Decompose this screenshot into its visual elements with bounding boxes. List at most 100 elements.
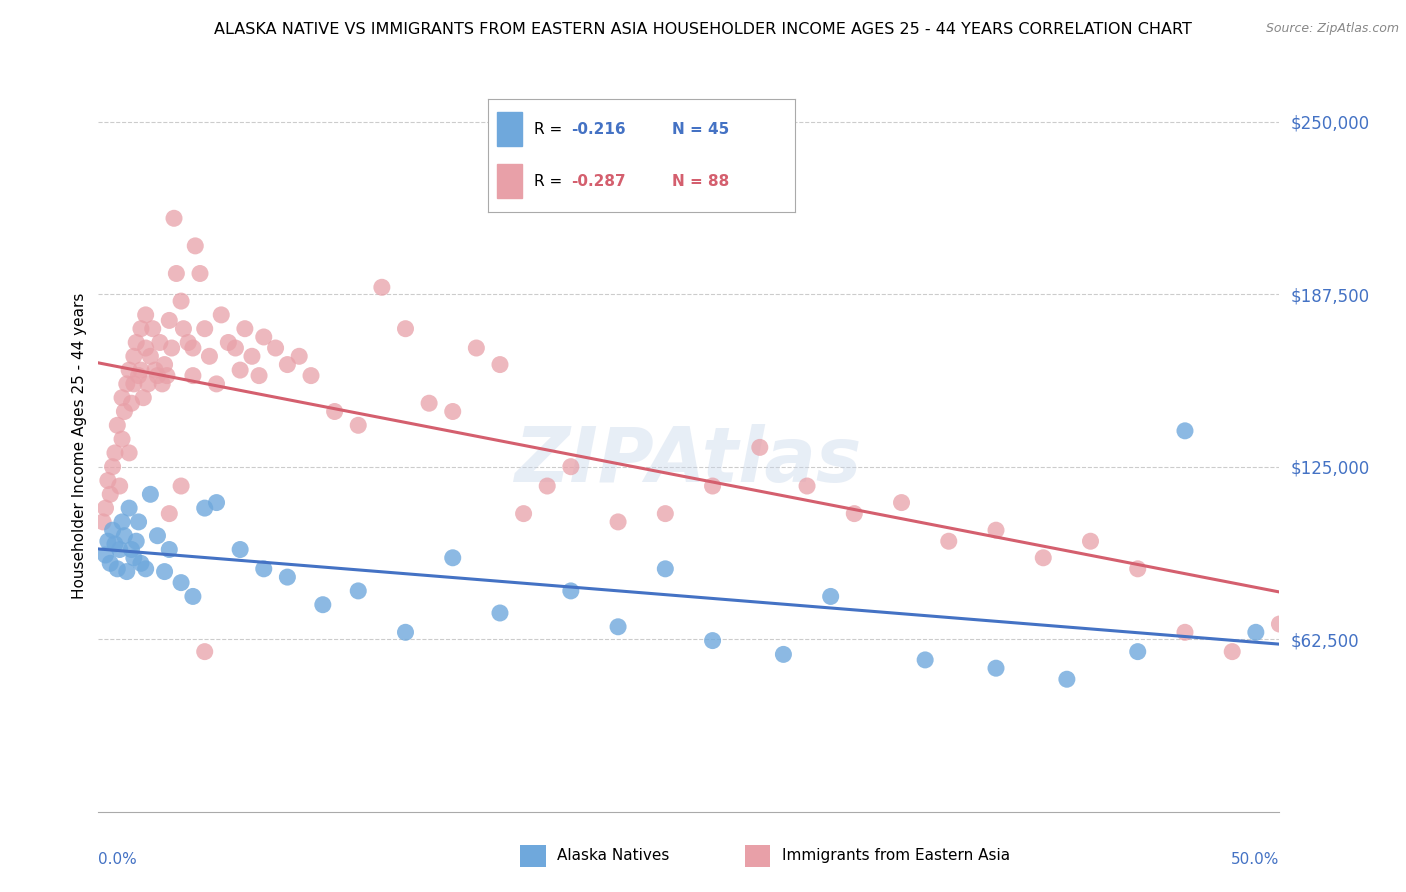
Point (1220, 645, 1243, 659)
Point (188, 267, 211, 281)
Point (1174, 625, 1197, 640)
Point (224, 341, 246, 355)
Point (128, 368, 150, 383)
Point (172, 321, 194, 335)
Point (163, 211, 186, 226)
Point (129, 321, 152, 335)
Point (139, 487, 162, 501)
Point (1174, 424, 1197, 438)
Point (844, 507, 866, 521)
Point (139, 349, 162, 363)
Point (112, 404, 135, 418)
Point (111, 391, 134, 405)
Point (165, 267, 187, 281)
Point (157, 313, 180, 327)
Point (135, 341, 157, 355)
Point (489, 358, 512, 372)
Point (1126, 562, 1149, 576)
Point (118, 363, 141, 377)
Point (247, 368, 270, 383)
Point (702, 479, 724, 493)
Point (560, 583, 582, 598)
Point (135, 308, 157, 322)
Point (118, 501, 141, 516)
Point (105, 562, 128, 576)
Point (181, 341, 204, 355)
Point (97, 474, 120, 488)
Point (121, 396, 143, 410)
Point (128, 515, 150, 529)
Point (170, 575, 193, 590)
Point (143, 363, 166, 377)
Point (229, 363, 252, 377)
Point (914, 653, 936, 667)
Point (184, 239, 207, 253)
Point (217, 335, 239, 350)
Point (536, 479, 558, 493)
Point (323, 404, 346, 418)
Point (170, 294, 193, 309)
Point (938, 534, 960, 549)
Point (560, 459, 582, 474)
Point (264, 341, 287, 355)
Point (94, 501, 117, 516)
Text: Immigrants from Eastern Asia: Immigrants from Eastern Asia (782, 848, 1010, 863)
Point (276, 358, 298, 372)
Text: 50.0%: 50.0% (1232, 852, 1279, 867)
Point (98, 487, 121, 501)
Point (229, 542, 252, 557)
Point (153, 358, 176, 372)
Text: ZIPAtlas: ZIPAtlas (515, 424, 863, 498)
Point (146, 529, 169, 543)
Point (772, 648, 794, 662)
Point (394, 625, 416, 640)
Point (607, 515, 630, 529)
Point (205, 495, 228, 509)
Point (1126, 645, 1149, 659)
Point (108, 542, 131, 557)
Point (177, 335, 200, 350)
Point (118, 446, 141, 460)
Point (135, 562, 157, 576)
Point (111, 432, 134, 446)
Point (1244, 625, 1267, 640)
Point (312, 598, 335, 612)
Point (607, 620, 630, 634)
Point (111, 515, 134, 529)
Point (181, 590, 204, 604)
Point (115, 376, 138, 391)
Point (181, 368, 204, 383)
Point (121, 542, 143, 557)
Point (101, 459, 124, 474)
Point (205, 376, 228, 391)
Point (94, 548, 117, 562)
Point (253, 330, 276, 344)
Point (984, 523, 1007, 537)
Point (157, 507, 180, 521)
Point (394, 321, 416, 335)
Point (122, 349, 145, 363)
Point (105, 418, 128, 433)
Point (1032, 550, 1054, 565)
Point (122, 376, 145, 391)
Point (98, 557, 121, 571)
Point (240, 349, 263, 363)
Point (122, 550, 145, 565)
Point (160, 341, 183, 355)
Point (108, 479, 131, 493)
Point (371, 280, 394, 294)
Point (142, 321, 165, 335)
Point (104, 446, 127, 460)
Point (233, 321, 256, 335)
Point (441, 404, 464, 418)
Y-axis label: Householder Income Ages 25 - 44 years: Householder Income Ages 25 - 44 years (72, 293, 87, 599)
Point (112, 529, 135, 543)
Point (347, 418, 370, 433)
Point (115, 565, 138, 579)
Point (984, 661, 1007, 675)
Point (194, 645, 217, 659)
Point (146, 368, 169, 383)
Point (465, 341, 488, 355)
Point (253, 562, 276, 576)
Point (796, 479, 818, 493)
